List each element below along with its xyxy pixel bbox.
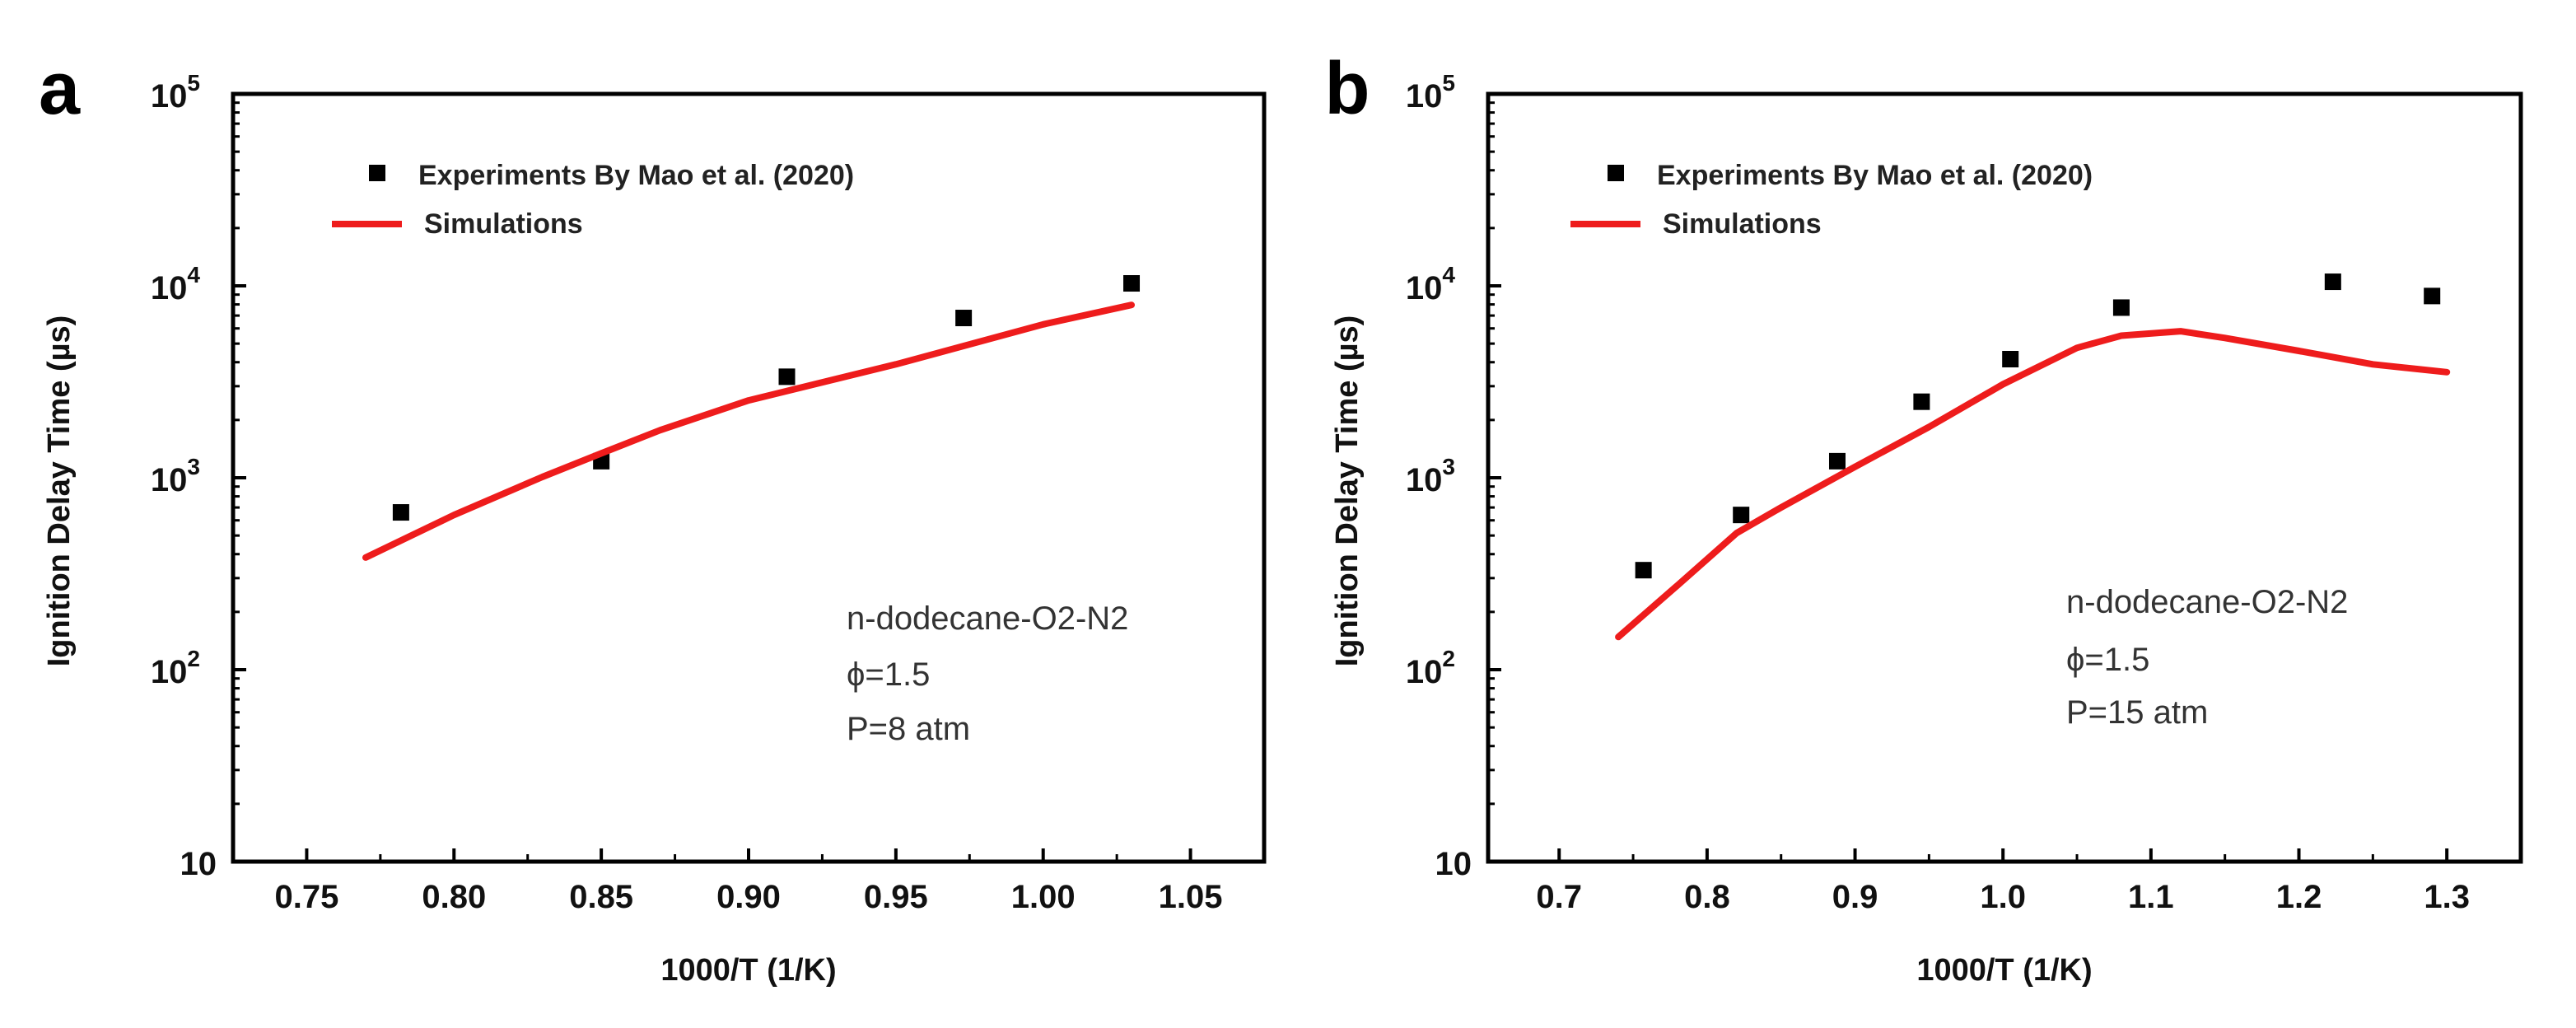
y-tick-exponent: 3	[187, 454, 200, 479]
y-tick-label: 102	[151, 646, 200, 690]
y-axis-label: Ignition Delay Time (µs)	[1330, 315, 1365, 667]
x-tick-label: 1.05	[1159, 879, 1223, 915]
x-tick-label: 0.85	[569, 879, 633, 915]
legend-label-simulations: Simulations	[1663, 208, 1822, 240]
simulation-line	[1615, 328, 2451, 641]
experiment-point	[778, 368, 796, 386]
x-tick-label: 1.3	[2424, 879, 2470, 915]
panel-a: a0.75 0.80 0.85 0.90 0.95 1.00 1.0510102103104…	[39, 48, 1267, 988]
annotation-line: ϕ=1.5	[847, 657, 930, 693]
y-tick-exponent: 2	[1442, 646, 1455, 671]
y-tick-base: 10	[1406, 78, 1443, 114]
y-tick-label: 10	[1435, 846, 1472, 882]
x-axis-label: 1000/T (1/K)	[1916, 953, 2092, 988]
x-axis-label: 1000/T (1/K)	[660, 953, 836, 988]
y-axis-label: Ignition Delay Time (µs)	[42, 315, 77, 667]
y-tick-label: 103	[1406, 454, 1455, 498]
experiment-point	[2002, 350, 2019, 367]
annotation-line: n-dodecane-O2-N2	[847, 600, 1128, 637]
legend-label-experiments: Experiments By Mao et al. (2020)	[1657, 160, 2093, 191]
y-tick-label: 103	[151, 454, 200, 498]
plot-frame	[1486, 91, 2523, 864]
experiment-point	[1733, 507, 1750, 524]
experiment-point	[1828, 452, 1846, 470]
y-tick-exponent: 5	[1442, 70, 1455, 96]
experiment-point	[2112, 299, 2130, 316]
experiment-point	[1913, 393, 1930, 410]
plot-frame	[231, 91, 1267, 864]
y-tick-base: 10	[180, 846, 217, 882]
x-tick-label: 1.00	[1011, 879, 1076, 915]
panel-label: b	[1325, 48, 1370, 130]
y-tick-label: 105	[1406, 70, 1455, 114]
annotation-line: n-dodecane-O2-N2	[2066, 584, 2348, 620]
y-tick-base: 10	[151, 270, 188, 306]
panel-b: b0.7 0.8 0.9 1.0 1.1 1.2 1.3101021031041051000…	[1325, 48, 2523, 988]
y-tick-base: 10	[151, 654, 188, 690]
y-tick-label: 105	[151, 70, 200, 114]
x-tick-label: 0.75	[274, 879, 338, 915]
experiment-point	[1635, 562, 1652, 579]
x-tick-label: 0.9	[1832, 879, 1878, 915]
experiment-point	[392, 504, 409, 521]
x-tick-label: 0.90	[716, 879, 781, 915]
experiment-point	[955, 310, 973, 327]
y-tick-label: 104	[151, 262, 201, 306]
y-tick-base: 10	[1406, 654, 1443, 690]
experiment-point	[2424, 287, 2441, 305]
simulation-line	[362, 301, 1135, 561]
legend-label-experiments: Experiments By Mao et al. (2020)	[418, 160, 854, 191]
legend-label-simulations: Simulations	[424, 208, 583, 240]
y-tick-base: 10	[151, 462, 188, 498]
y-tick-label: 102	[1406, 646, 1455, 690]
y-tick-exponent: 5	[187, 70, 200, 96]
x-tick-label: 0.95	[864, 879, 928, 915]
x-tick-label: 1.1	[2128, 879, 2174, 915]
y-tick-label: 10	[180, 846, 217, 882]
x-tick-label: 0.8	[1684, 879, 1730, 915]
y-tick-base: 10	[1435, 846, 1472, 882]
y-tick-base: 10	[151, 78, 188, 114]
annotation-line: ϕ=1.5	[2066, 642, 2149, 678]
panel-label: a	[39, 48, 81, 130]
y-tick-base: 10	[1406, 462, 1443, 498]
y-tick-base: 10	[1406, 270, 1443, 306]
y-tick-exponent: 2	[187, 646, 200, 671]
legend-marker-experiments	[369, 165, 385, 181]
annotation-line: P=15 atm	[2066, 694, 2208, 731]
x-tick-label: 0.7	[1536, 879, 1582, 915]
y-tick-exponent: 4	[187, 262, 200, 287]
y-tick-exponent: 4	[1442, 262, 1455, 287]
x-tick-label: 0.80	[422, 879, 486, 915]
x-tick-label: 1.2	[2276, 879, 2322, 915]
legend-marker-experiments	[1608, 165, 1624, 181]
experiment-point	[1123, 275, 1141, 292]
y-tick-exponent: 3	[1442, 454, 1455, 479]
annotation-line: P=8 atm	[847, 711, 970, 747]
experiment-point	[2324, 273, 2341, 291]
y-tick-label: 104	[1406, 262, 1456, 306]
x-tick-label: 1.0	[1980, 879, 2026, 915]
